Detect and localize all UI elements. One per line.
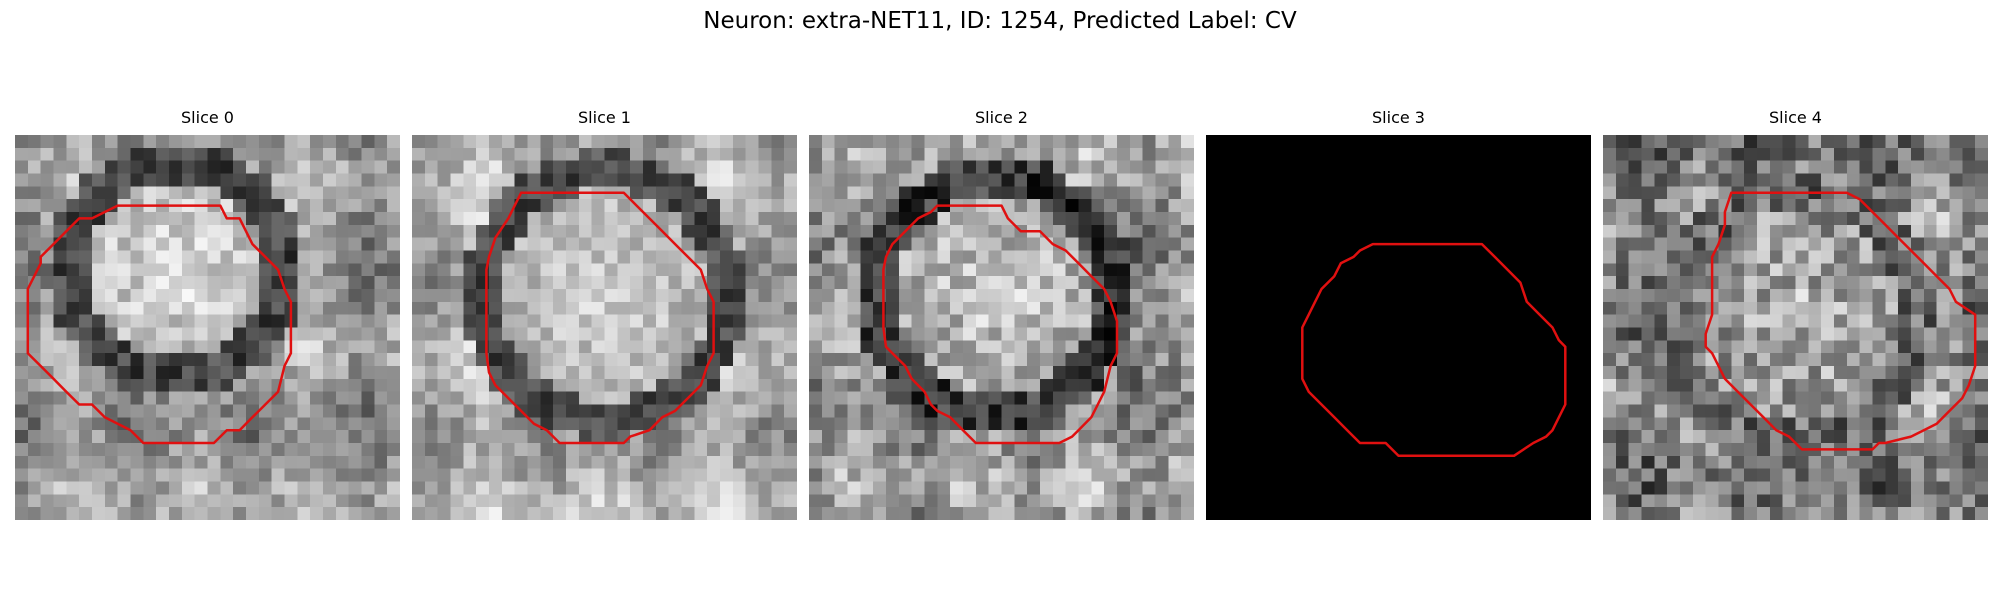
slice-title-2: Slice 2	[975, 108, 1028, 127]
slice-title-3: Slice 3	[1372, 108, 1425, 127]
roi-contour-2	[882, 204, 1119, 445]
roi-contour-1	[485, 191, 715, 445]
slice-image-4	[1603, 135, 1988, 520]
slice-title-1: Slice 1	[578, 108, 631, 127]
roi-contour-0	[26, 204, 293, 445]
slice-image-2	[809, 135, 1194, 520]
slice-title-4: Slice 4	[1769, 108, 1822, 127]
slice-panel-0: Slice 0	[15, 108, 400, 520]
roi-contour-4	[1704, 191, 1977, 451]
slice-panel-2: Slice 2	[809, 108, 1194, 520]
slice-panel-1: Slice 1	[412, 108, 797, 520]
slice-image-1	[412, 135, 797, 520]
slice-panel-4: Slice 4	[1603, 108, 1988, 520]
slice-title-0: Slice 0	[181, 108, 234, 127]
slice-panel-3: Slice 3	[1206, 108, 1591, 520]
slice-image-3	[1206, 135, 1591, 520]
slice-image-0	[15, 135, 400, 520]
figure-title: Neuron: extra-NET11, ID: 1254, Predicted…	[703, 8, 1297, 34]
roi-contour-3	[1301, 242, 1567, 458]
